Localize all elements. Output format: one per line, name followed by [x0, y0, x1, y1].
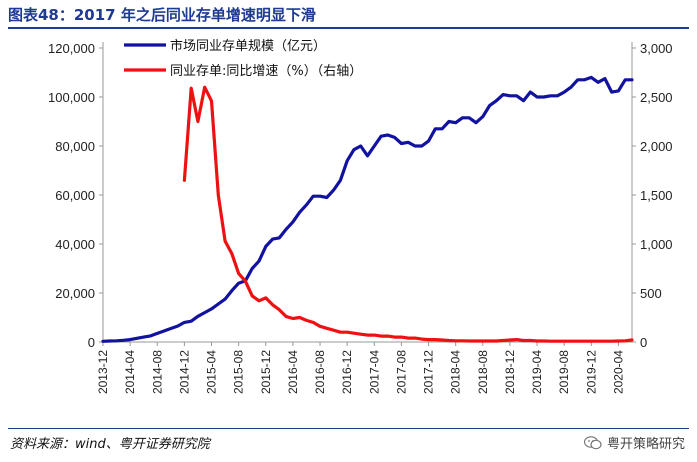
- y-left-tick-label: 0: [88, 335, 95, 350]
- y-right-tick-label: 500: [640, 286, 662, 301]
- x-tick-label: 2014-04: [123, 350, 137, 394]
- y-right-tick-label: 2,000: [640, 139, 673, 154]
- y-right-tick-label: 1,500: [640, 188, 673, 203]
- series-line-scale: [101, 75, 634, 343]
- series-line-growth: [182, 85, 634, 343]
- watermark-text: 粤开策略研究: [606, 437, 685, 452]
- x-tick-label: 2017-08: [394, 350, 408, 394]
- y-left-tick-label: 120,000: [48, 41, 95, 56]
- chart-title: 图表48：2017 年之后同业存单增速明显下滑: [8, 6, 316, 24]
- y-right-tick-label: 3,000: [640, 41, 673, 56]
- y-right-tick-label: 2,500: [640, 90, 673, 105]
- source-note: 资料来源：wind、粤开证券研究院: [10, 437, 210, 452]
- x-tick-label: 2017-04: [367, 350, 381, 394]
- x-tick-label: 2016-12: [340, 350, 354, 394]
- x-tick-label: 2020-04: [611, 350, 625, 394]
- x-tick-label: 2016-08: [313, 350, 327, 394]
- x-tick-label: 2015-08: [232, 350, 246, 394]
- legend-label: 市场同业存单规模（亿元）: [170, 38, 326, 54]
- x-tick-label: 2019-04: [530, 350, 544, 394]
- x-tick-label: 2017-12: [422, 350, 436, 394]
- x-tick-label: 2013-12: [96, 350, 110, 394]
- y-left-tick-label: 20,000: [55, 286, 95, 301]
- y-left-tick-label: 80,000: [55, 139, 95, 154]
- wechat-icon: [583, 435, 602, 449]
- footer-divider: [8, 428, 689, 429]
- legend-label: 同业存单:同比增速（%）（右轴）: [170, 64, 362, 79]
- watermark: 粤开策略研究: [583, 433, 685, 452]
- x-tick-label: 2015-12: [259, 350, 273, 394]
- y-left-tick-label: 40,000: [55, 237, 95, 252]
- y-left-tick-label: 60,000: [55, 188, 95, 203]
- y-right-tick-label: 0: [640, 335, 647, 350]
- x-tick-label: 2015-04: [205, 350, 219, 394]
- x-tick-label: 2018-04: [449, 350, 463, 394]
- y-right-tick-label: 1,000: [640, 237, 673, 252]
- x-tick-label: 2014-08: [150, 350, 164, 394]
- x-tick-label: 2014-12: [177, 350, 191, 394]
- y-left-tick-label: 100,000: [48, 90, 95, 105]
- x-tick-label: 2018-08: [476, 350, 490, 394]
- title-underline: [8, 27, 689, 29]
- x-tick-label: 2019-12: [584, 350, 598, 394]
- x-tick-label: 2018-12: [503, 350, 517, 394]
- x-tick-label: 2016-04: [286, 350, 300, 394]
- x-tick-label: 2019-08: [557, 350, 571, 394]
